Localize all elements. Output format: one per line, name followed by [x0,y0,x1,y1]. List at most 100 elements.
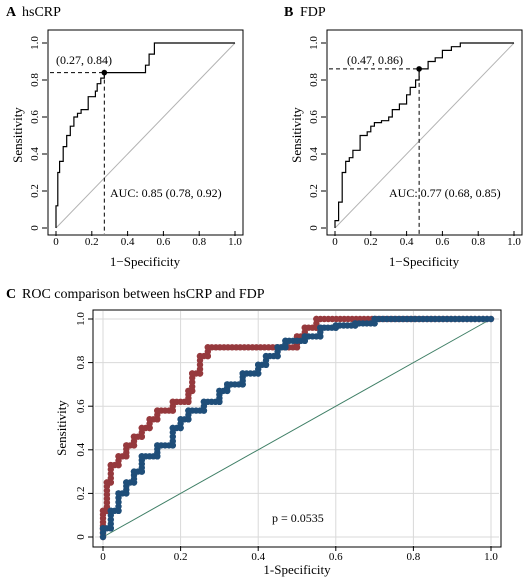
panel-c-letter: C [6,287,16,302]
roc-point-hscrp [115,457,122,464]
panel-a-y-tick-label: 0.8 [29,73,41,87]
panel-a-roc-curve [55,42,235,228]
panel-a-x-tick-label: 1.0 [228,236,242,248]
panel-a-x-tick-label: 0.4 [121,236,135,248]
panel-b-y-axis-label: Sensitivity [289,107,304,163]
panel-b-y-tick-label: 0.4 [308,147,320,161]
panel-c-x-tick-label: 1.0 [484,551,498,563]
roc-point-fdp [107,525,115,532]
roc-point-fdp [274,348,281,355]
panel-b-y-tick-label: 0 [308,225,320,231]
panel-c-y-tick-label: 0.2 [75,487,87,501]
panel-b-cutoff-label: (0.47, 0.86) [347,53,403,67]
panel-a: A hsCRP 0 0 0.2 0.2 0.4 0.4 0.6 0.6 0.8 0.8 1.0 1.0… [6,5,244,269]
panel-b-letter: B [284,5,293,20]
panel-b-title: FDP [300,5,326,20]
roc-point-hscrp [313,320,320,327]
roc-point-fdp [274,352,281,360]
panel-c-x-tick-label: 0.2 [174,551,188,563]
panel-b-x-tick-label: 0 [332,236,338,248]
roc-point-hscrp [189,374,196,382]
roc-point-hscrp [130,437,138,445]
panel-b-frame [326,29,523,236]
roc-point-fdp [107,512,115,519]
roc-point-fdp [177,424,184,432]
panel-c-frame [92,309,502,548]
roc-point-hscrp [196,370,204,377]
panel-a-y-tick-label: 0.2 [29,184,41,198]
panel-b-reference-diagonal [334,42,515,229]
panel-a-y-tick-label: 0.4 [29,147,41,161]
panel-b: B FDP 0 0 0.2 0.2 0.4 0.4 0.6 0.6 0.8 0.8 1.0 1.0 S… [284,5,523,269]
panel-c-reference-diagonal [102,318,492,538]
roc-point-fdp [115,503,122,510]
roc-point-hscrp [169,403,176,410]
panel-c-y-tick-label: 0 [75,534,87,540]
panel-a-x-tick-label: 0.6 [157,236,171,248]
panel-a-x-axis-label: 1−Specificity [110,254,181,269]
panel-b-cutoff-point [416,66,422,72]
panel-b-x-tick-label: 1.0 [507,236,521,248]
panel-b-y-tick-label: 0.8 [308,73,320,87]
roc-point-hscrp [204,352,211,360]
panel-c-y-tick-label: 0.6 [75,399,87,413]
panel-c-x-tick-label: 0 [100,551,106,563]
roc-point-hscrp [154,416,161,423]
panel-a-letter: A [6,5,17,20]
roc-point-fdp [169,429,176,436]
panel-a-y-tick-label: 0 [29,225,41,231]
roc-point-hscrp [146,424,153,432]
roc-point-fdp [99,533,107,541]
panel-a-cutoff-point [101,69,108,76]
roc-point-hscrp [204,348,211,355]
panel-a-frame [47,29,244,236]
panel-a-auc: AUC: 0.85 (0.78, 0.92) [110,186,222,200]
panel-a-y-tick-label: 0.6 [29,110,41,124]
panel-a-y-axis-label: Sensitivity [10,107,25,163]
roc-point-fdp [185,416,192,423]
panel-a-x-tick-label: 0.8 [192,236,206,248]
roc-point-hscrp [196,361,204,368]
roc-point-fdp [200,407,208,414]
panel-a-reference-diagonal [55,42,236,229]
roc-point-fdp [200,403,208,410]
roc-point-fdp [371,320,378,327]
roc-point-fdp [317,328,324,336]
roc-point-hscrp [107,470,115,477]
panel-b-y-tick-label: 0.2 [308,184,320,198]
panel-b-x-tick-label: 0.8 [471,236,485,248]
panel-b-y-tick-label: 1.0 [308,36,320,50]
panel-c-y-tick-label: 1.0 [75,312,87,326]
roc-point-hscrp [115,461,122,469]
roc-point-hscrp [107,479,115,486]
panel-a-y-tick-label: 1.0 [29,36,41,50]
panel-b-x-tick-label: 0.6 [436,236,450,248]
panel-c-x-tick-label: 0.6 [329,551,343,563]
roc-point-hscrp [169,407,176,414]
panel-b-x-tick-label: 0.2 [364,236,378,248]
roc-point-hscrp [189,383,196,390]
roc-point-hscrp [138,429,145,436]
roc-point-fdp [115,494,122,501]
roc-point-fdp [301,337,308,344]
panel-c-y-tick-label: 0.4 [75,442,87,456]
panel-c-p-value: p = 0.0535 [272,511,324,525]
roc-point-fdp [169,437,176,445]
panel-a-cutoff-label: (0.27, 0.84) [56,53,112,67]
panel-b-auc: AUC: 0.77 (0.68, 0.85) [389,186,501,200]
panel-c-x-tick-label: 0.8 [407,551,421,563]
panel-c-x-tick-label: 0.4 [251,551,265,563]
panel-c: C ROC comparison between hsCRP and FDP 0… [6,287,502,577]
panel-c-y-tick-label: 0.8 [75,355,87,369]
roc-point-fdp [255,370,262,377]
panel-b-x-axis-label: 1−Specificity [389,254,460,269]
panel-a-x-tick-label: 0 [53,236,59,248]
roc-point-fdp [487,315,495,323]
panel-b-roc-curve [334,42,514,228]
panel-a-x-tick-label: 0.2 [85,236,99,248]
panel-c-y-axis-label: Sensitivity [54,400,69,456]
panel-a-title: hsCRP [22,5,61,20]
panel-c-x-axis-label: 1-Specificity [263,562,331,577]
panel-b-x-tick-label: 0.4 [400,236,414,248]
